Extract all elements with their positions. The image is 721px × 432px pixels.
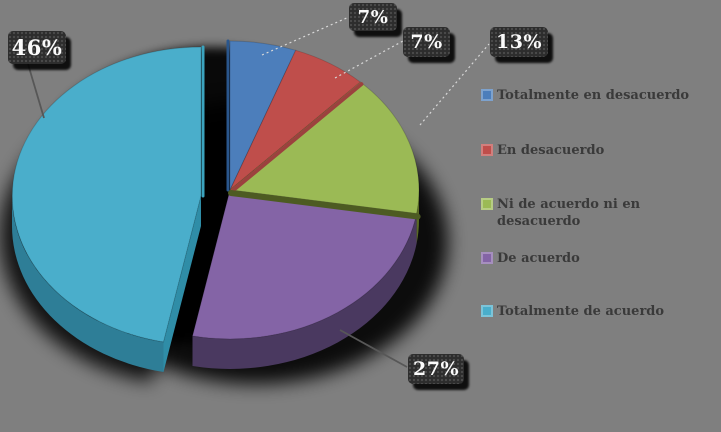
bevel-green-purple-edge: [228, 190, 421, 220]
leader-solid-0: [27, 63, 45, 119]
leader-dotted-1: [334, 40, 404, 79]
pie-slice-en-desacuerdo: [229, 49, 362, 191]
leader-dotted-0: [261, 16, 350, 56]
pie-slice-totalmente-de-acuerdo: [11, 46, 202, 343]
pie-wall-4: [12, 196, 164, 372]
data-label-blue-7: 7%: [349, 3, 397, 31]
pie-cutface-cyan: [163, 196, 201, 372]
leader-lines: [27, 16, 490, 368]
pie-slice-de-acuerdo: [191, 189, 418, 340]
pie-top-faces: [11, 40, 420, 343]
data-label-green-13: 13%: [490, 27, 548, 57]
data-label-purple-27: 27%: [408, 354, 464, 384]
leader-solid-1: [339, 329, 408, 368]
bevel-red-green-edge: [229, 82, 364, 194]
data-label-red-7: 7%: [403, 27, 450, 57]
pie-slice-ni-de-acuerdo-ni-en-desacuerdo: [228, 81, 420, 215]
data-label-cyan-46: 46%: [8, 31, 66, 64]
pie-slice-totalmente-en-desacuerdo: [229, 40, 297, 191]
pie-wall-3: [192, 213, 417, 369]
pie-bevel-bands: [201, 39, 421, 220]
